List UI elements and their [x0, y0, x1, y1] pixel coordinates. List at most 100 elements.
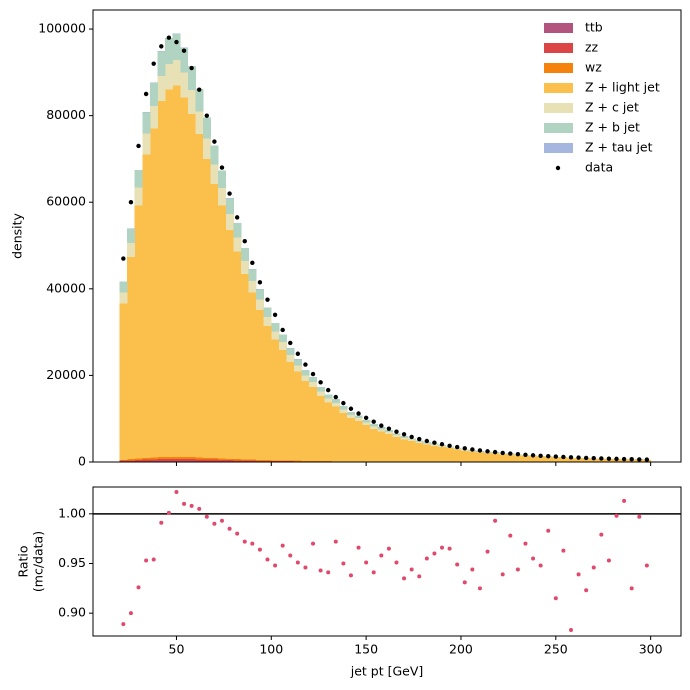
histogram-bar [119, 281, 128, 293]
histogram-bar [149, 128, 158, 458]
ratio-point [318, 568, 323, 573]
histogram-bar [225, 460, 234, 462]
ratio-point [500, 572, 505, 577]
histogram-bar [233, 460, 242, 462]
histogram-bar [286, 361, 295, 461]
data-point [637, 457, 642, 462]
data-point [417, 436, 422, 442]
histogram-bar [552, 457, 561, 462]
legend-label: Z + b jet [585, 120, 640, 135]
histogram-bar [400, 436, 409, 438]
ratio-point [333, 539, 338, 544]
histogram-bar [278, 342, 287, 350]
histogram-bar [142, 459, 151, 462]
histogram-bar [142, 133, 151, 155]
ratio-point [485, 549, 490, 554]
histogram-bar [271, 460, 280, 462]
data-point [121, 256, 126, 261]
ratio-point [311, 541, 316, 546]
ratio-point [553, 596, 558, 601]
ratio-point [440, 545, 445, 550]
histogram-bar [225, 230, 234, 459]
histogram-bar [256, 460, 265, 462]
histogram-bar [294, 359, 303, 366]
ratio-point [424, 556, 429, 561]
histogram-bar [119, 459, 128, 461]
histogram-bar [567, 458, 576, 462]
histogram-bar [430, 444, 439, 446]
data-point [606, 456, 612, 461]
histogram-bar [142, 154, 151, 458]
y-axis-label: Ratio [16, 545, 31, 577]
axes-frame [92, 9, 682, 463]
ratio-point [273, 563, 278, 568]
histogram-bar [271, 339, 280, 461]
histogram-bar [438, 446, 447, 462]
histogram-bar [187, 113, 196, 458]
histogram-bar [172, 458, 181, 462]
histogram-bar [392, 436, 401, 462]
histogram-bar [256, 289, 265, 300]
histogram-bar [331, 399, 340, 403]
y-axis-label: (mc/data) [31, 531, 46, 592]
y-axis-label: density [10, 212, 25, 258]
data-point [432, 440, 437, 445]
histogram-bar [301, 370, 310, 376]
histogram-bar [195, 133, 204, 458]
legend-label: Z + c jet [585, 100, 639, 115]
histogram-bar [286, 348, 295, 356]
histogram-bar [347, 418, 356, 462]
data-point [553, 454, 559, 459]
ratio-point [371, 570, 376, 575]
histogram-bar [483, 452, 492, 462]
ratio-point [219, 518, 224, 523]
histogram-bar [203, 459, 211, 462]
histogram-bar [339, 412, 348, 462]
ratio-point [470, 567, 475, 572]
ratio-point [128, 611, 133, 616]
histogram-bar [392, 433, 401, 436]
y-tick-label: 0.90 [58, 605, 86, 620]
legend-label: data [585, 160, 613, 175]
data-point [356, 411, 361, 416]
ratio-point [174, 489, 179, 494]
data-point [212, 139, 217, 144]
data-point [568, 455, 574, 460]
ratio-point [447, 546, 452, 551]
x-tick-label: 50 [169, 642, 185, 657]
histogram-bar [203, 117, 211, 139]
y-tick-label: 0 [78, 454, 86, 469]
histogram-bar [582, 458, 591, 462]
histogram-bar [271, 461, 280, 462]
data-point [136, 143, 141, 149]
data-point [265, 297, 270, 302]
histogram-bar [119, 292, 128, 304]
histogram-bar [218, 459, 227, 462]
ratio-point [379, 553, 384, 558]
data-point [318, 380, 323, 385]
histogram-bar [362, 425, 371, 462]
histogram-bar [218, 188, 227, 206]
data-point [576, 455, 581, 460]
data-point [174, 39, 179, 45]
ratio-point [250, 541, 255, 546]
data-point [454, 444, 460, 450]
data-point [629, 457, 634, 462]
ratio-point [386, 546, 391, 551]
data-point [197, 87, 202, 92]
ratio-point [568, 628, 573, 633]
ratio-point [288, 553, 293, 558]
histogram-bar [165, 459, 174, 462]
histogram-bar [248, 292, 257, 460]
ratio-point [455, 562, 460, 567]
histogram-bar [400, 439, 409, 462]
histogram-bar [574, 458, 583, 462]
data-point [561, 454, 566, 460]
histogram-bar [544, 456, 553, 462]
histogram-bar [423, 444, 432, 462]
data-point [288, 340, 293, 346]
data-point [409, 434, 414, 440]
ratio-point [189, 503, 194, 508]
legend-marker [555, 165, 561, 171]
histogram-bar [263, 307, 272, 317]
